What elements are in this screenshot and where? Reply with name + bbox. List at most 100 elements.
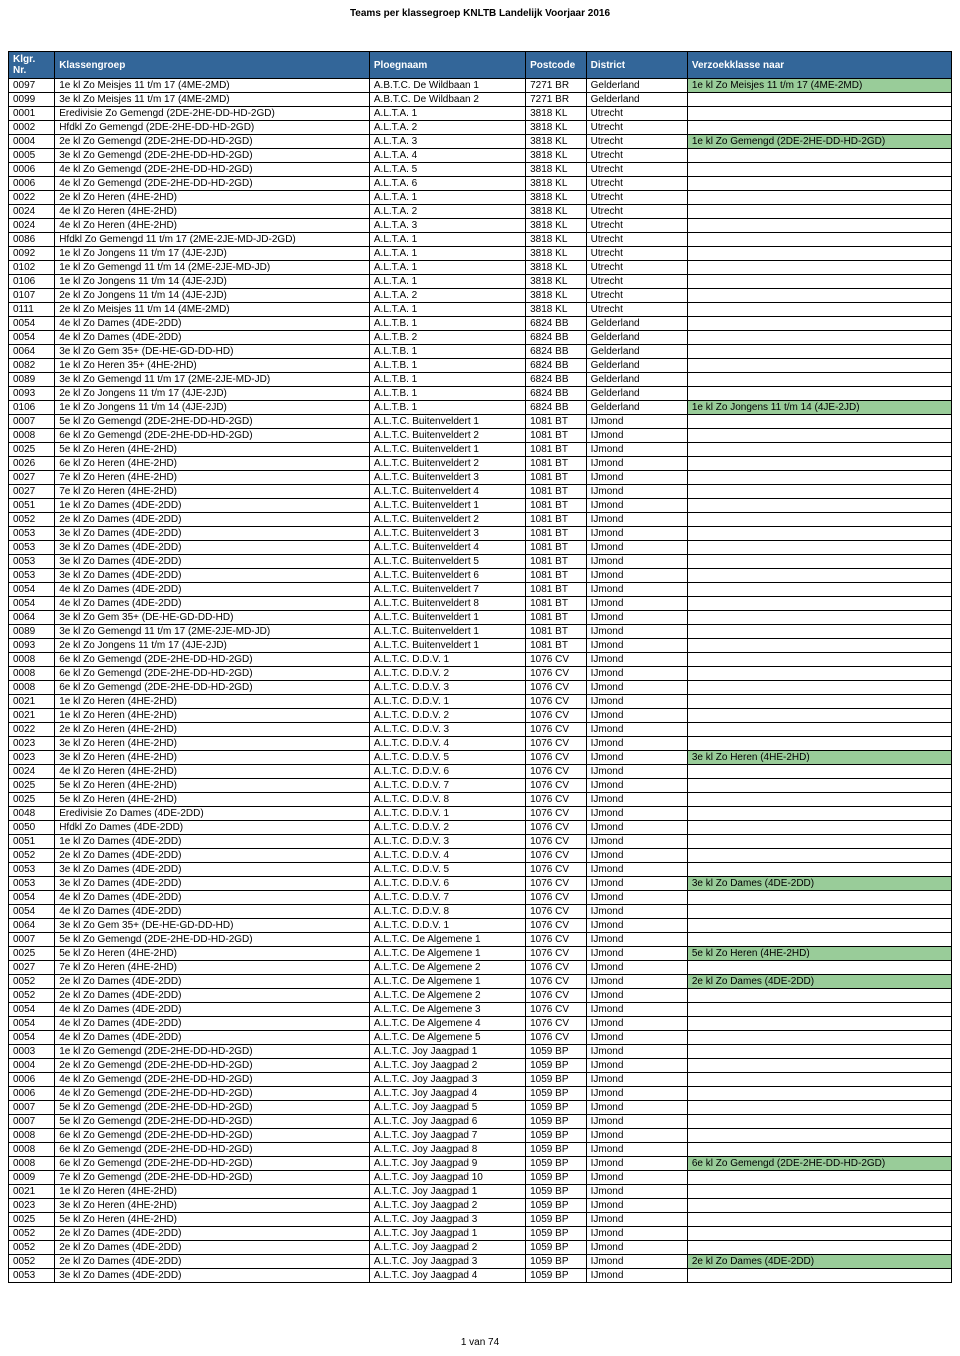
- cell-verzoek: 2e kl Zo Dames (4DE-2DD): [687, 975, 951, 989]
- table-row: 00544e kl Zo Dames (4DE-2DD)A.L.T.C. De …: [9, 1031, 952, 1045]
- cell-klassen: 3e kl Zo Gemengd 11 t/m 17 (2ME-2JE-MD-J…: [55, 625, 370, 639]
- cell-district: IJmond: [586, 1171, 687, 1185]
- cell-ploeg: A.L.T.C. Buitenveldert 5: [369, 555, 525, 569]
- table-row: 00533e kl Zo Dames (4DE-2DD)A.L.T.C. Bui…: [9, 541, 952, 555]
- cell-klgr: 0023: [9, 737, 55, 751]
- cell-district: IJmond: [586, 1157, 687, 1171]
- cell-klgr: 0008: [9, 681, 55, 695]
- cell-postcode: 1059 BP: [526, 1045, 587, 1059]
- cell-klgr: 0089: [9, 373, 55, 387]
- cell-district: Utrecht: [586, 205, 687, 219]
- cell-ploeg: A.L.T.C. Buitenveldert 2: [369, 429, 525, 443]
- cell-klgr: 0007: [9, 933, 55, 947]
- cell-klassen: 2e kl Zo Dames (4DE-2DD): [55, 975, 370, 989]
- cell-ploeg: A.L.T.A. 1: [369, 233, 525, 247]
- cell-ploeg: A.L.T.B. 1: [369, 373, 525, 387]
- cell-klassen: 6e kl Zo Gemengd (2DE-2HE-DD-HD-2GD): [55, 653, 370, 667]
- cell-ploeg: A.L.T.C. Joy Jaagpad 3: [369, 1255, 525, 1269]
- cell-klassen: 3e kl Zo Gemengd (2DE-2HE-DD-HD-2GD): [55, 149, 370, 163]
- cell-klgr: 0054: [9, 1031, 55, 1045]
- cell-district: IJmond: [586, 499, 687, 513]
- cell-klassen: 6e kl Zo Heren (4HE-2HD): [55, 457, 370, 471]
- table-row: 01021e kl Zo Gemengd 11 t/m 14 (2ME-2JE-…: [9, 261, 952, 275]
- cell-klassen: 3e kl Zo Gem 35+ (DE-HE-GD-DD-HD): [55, 345, 370, 359]
- cell-ploeg: A.L.T.C. Joy Jaagpad 10: [369, 1171, 525, 1185]
- cell-klgr: 0027: [9, 961, 55, 975]
- cell-verzoek: [687, 275, 951, 289]
- cell-ploeg: A.L.T.A. 1: [369, 303, 525, 317]
- cell-district: IJmond: [586, 415, 687, 429]
- table-row: 00086e kl Zo Gemengd (2DE-2HE-DD-HD-2GD)…: [9, 429, 952, 443]
- cell-ploeg: A.L.T.C. D.D.V. 3: [369, 681, 525, 695]
- cell-ploeg: A.L.T.C. De Algemene 3: [369, 1003, 525, 1017]
- cell-postcode: 1081 BT: [526, 611, 587, 625]
- cell-klassen: 2e kl Zo Dames (4DE-2DD): [55, 1241, 370, 1255]
- cell-klgr: 0082: [9, 359, 55, 373]
- cell-klgr: 0048: [9, 807, 55, 821]
- cell-ploeg: A.L.T.C. D.D.V. 1: [369, 807, 525, 821]
- cell-postcode: 3818 KL: [526, 205, 587, 219]
- cell-postcode: 3818 KL: [526, 275, 587, 289]
- cell-klgr: 0106: [9, 275, 55, 289]
- cell-klgr: 0052: [9, 1241, 55, 1255]
- col-header-district: District: [586, 52, 687, 79]
- table-row: 00244e kl Zo Heren (4HE-2HD)A.L.T.C. D.D…: [9, 765, 952, 779]
- cell-postcode: 6824 BB: [526, 317, 587, 331]
- cell-postcode: 1076 CV: [526, 877, 587, 891]
- cell-postcode: 3818 KL: [526, 261, 587, 275]
- cell-ploeg: A.L.T.C. Buitenveldert 1: [369, 415, 525, 429]
- cell-verzoek: 1e kl Zo Gemengd (2DE-2HE-DD-HD-2GD): [687, 135, 951, 149]
- cell-postcode: 1081 BT: [526, 625, 587, 639]
- cell-klassen: 6e kl Zo Gemengd (2DE-2HE-DD-HD-2GD): [55, 1143, 370, 1157]
- cell-verzoek: [687, 863, 951, 877]
- cell-postcode: 1059 BP: [526, 1199, 587, 1213]
- table-row: 00244e kl Zo Heren (4HE-2HD)A.L.T.A. 338…: [9, 219, 952, 233]
- cell-klgr: 0021: [9, 709, 55, 723]
- cell-verzoek: [687, 639, 951, 653]
- cell-verzoek: [687, 709, 951, 723]
- cell-verzoek: [687, 471, 951, 485]
- table-row: 00544e kl Zo Dames (4DE-2DD)A.L.T.C. D.D…: [9, 905, 952, 919]
- cell-klassen: 7e kl Zo Heren (4HE-2HD): [55, 485, 370, 499]
- table-row: 00086e kl Zo Gemengd (2DE-2HE-DD-HD-2GD)…: [9, 653, 952, 667]
- cell-klassen: 4e kl Zo Dames (4DE-2DD): [55, 905, 370, 919]
- cell-postcode: 1059 BP: [526, 1143, 587, 1157]
- cell-klgr: 0107: [9, 289, 55, 303]
- cell-klassen: 4e kl Zo Gemengd (2DE-2HE-DD-HD-2GD): [55, 1087, 370, 1101]
- cell-klassen: Hfdkl Zo Gemengd 11 t/m 17 (2ME-2JE-MD-J…: [55, 233, 370, 247]
- cell-verzoek: [687, 723, 951, 737]
- cell-klgr: 0008: [9, 429, 55, 443]
- table-row: 00522e kl Zo Dames (4DE-2DD)A.L.T.C. Joy…: [9, 1227, 952, 1241]
- cell-ploeg: A.L.T.C. Buitenveldert 6: [369, 569, 525, 583]
- cell-klgr: 0051: [9, 499, 55, 513]
- cell-postcode: 1059 BP: [526, 1185, 587, 1199]
- table-row: 00255e kl Zo Heren (4HE-2HD)A.L.T.C. Bui…: [9, 443, 952, 457]
- cell-klgr: 0004: [9, 1059, 55, 1073]
- table-row: 00533e kl Zo Dames (4DE-2DD)A.L.T.C. D.D…: [9, 877, 952, 891]
- cell-postcode: 1059 BP: [526, 1115, 587, 1129]
- cell-ploeg: A.L.T.A. 2: [369, 121, 525, 135]
- cell-klassen: 3e kl Zo Dames (4DE-2DD): [55, 555, 370, 569]
- table-row: 00266e kl Zo Heren (4HE-2HD)A.L.T.C. Bui…: [9, 457, 952, 471]
- table-row: 00097e kl Zo Gemengd (2DE-2HE-DD-HD-2GD)…: [9, 1171, 952, 1185]
- cell-ploeg: A.L.T.A. 6: [369, 177, 525, 191]
- cell-district: IJmond: [586, 751, 687, 765]
- table-row: 00971e kl Zo Meisjes 11 t/m 17 (4ME-2MD)…: [9, 79, 952, 93]
- cell-district: IJmond: [586, 849, 687, 863]
- cell-verzoek: 6e kl Zo Gemengd (2DE-2HE-DD-HD-2GD): [687, 1157, 951, 1171]
- cell-verzoek: [687, 1213, 951, 1227]
- cell-klgr: 0050: [9, 821, 55, 835]
- cell-district: IJmond: [586, 933, 687, 947]
- table-row: 0001Eredivisie Zo Gemengd (2DE-2HE-DD-HD…: [9, 107, 952, 121]
- cell-verzoek: [687, 597, 951, 611]
- cell-district: Utrecht: [586, 135, 687, 149]
- table-row: 00522e kl Zo Dames (4DE-2DD)A.L.T.C. Joy…: [9, 1241, 952, 1255]
- cell-ploeg: A.L.T.C. Joy Jaagpad 5: [369, 1101, 525, 1115]
- table-row: 0002Hfdkl Zo Gemengd (2DE-2HE-DD-HD-2GD)…: [9, 121, 952, 135]
- cell-klassen: 7e kl Zo Heren (4HE-2HD): [55, 471, 370, 485]
- cell-ploeg: A.L.T.C. Joy Jaagpad 2: [369, 1199, 525, 1213]
- cell-district: IJmond: [586, 821, 687, 835]
- cell-district: Utrecht: [586, 149, 687, 163]
- cell-postcode: 1076 CV: [526, 751, 587, 765]
- cell-ploeg: A.L.T.C. De Algemene 5: [369, 1031, 525, 1045]
